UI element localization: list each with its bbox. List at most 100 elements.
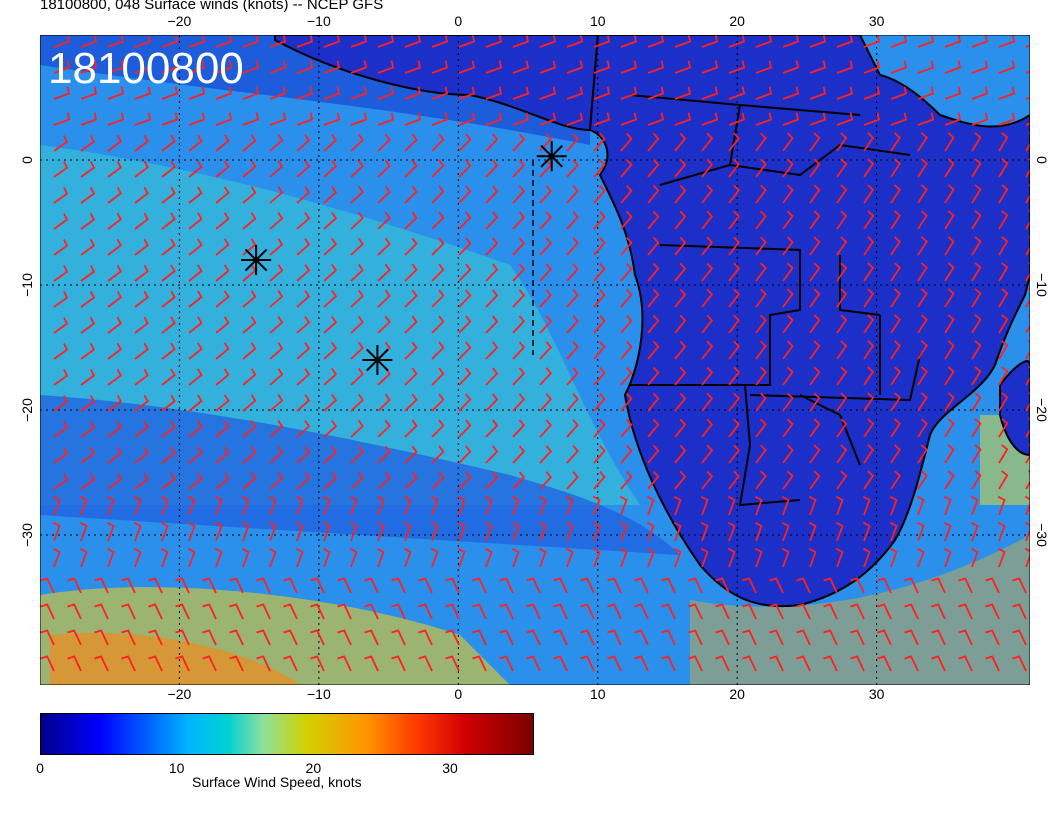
wind-barb bbox=[512, 35, 530, 48]
wind-barb bbox=[472, 603, 487, 620]
wind-barb bbox=[538, 495, 547, 516]
wind-barb bbox=[620, 60, 638, 74]
wind-barb bbox=[971, 158, 982, 178]
wind-barb bbox=[404, 237, 418, 256]
wind-barb bbox=[107, 160, 122, 178]
wind-barb bbox=[457, 547, 466, 568]
wind-barb bbox=[985, 577, 1000, 594]
wind-barb bbox=[998, 314, 1009, 334]
wind-barb bbox=[133, 547, 142, 568]
wind-barb bbox=[188, 368, 203, 386]
wind-barb bbox=[188, 420, 203, 438]
wind-barb bbox=[782, 210, 794, 230]
wind-barb bbox=[215, 342, 230, 360]
wind-barb bbox=[1025, 236, 1030, 256]
wind-barb bbox=[188, 264, 203, 282]
wind-barb bbox=[323, 237, 338, 256]
wind-barb bbox=[377, 289, 391, 308]
wind-barb bbox=[403, 495, 412, 516]
wind-barb bbox=[998, 444, 1009, 464]
wind-barb bbox=[647, 86, 665, 100]
wind-barb bbox=[53, 291, 69, 308]
wind-barb bbox=[931, 603, 946, 620]
wind-barb bbox=[485, 133, 499, 152]
wind-barb bbox=[202, 577, 217, 594]
wind-barb bbox=[728, 340, 740, 360]
wind-barb bbox=[499, 577, 514, 594]
wind-barb bbox=[985, 603, 1000, 620]
wind-barb bbox=[782, 132, 794, 152]
wind-barb bbox=[188, 60, 206, 74]
wind-barb bbox=[620, 314, 633, 334]
wind-barb bbox=[215, 420, 230, 438]
wind-barb bbox=[781, 495, 790, 516]
colorbar-tick-label: 30 bbox=[442, 760, 458, 776]
wind-barb bbox=[782, 86, 800, 100]
wind-barb bbox=[40, 655, 55, 672]
wind-barb bbox=[94, 603, 109, 620]
wind-barb bbox=[862, 521, 871, 542]
colorbar-label: Surface Wind Speed, knots bbox=[192, 774, 362, 790]
wind-barb bbox=[742, 655, 757, 672]
wind-barb bbox=[593, 393, 606, 412]
wind-barb bbox=[836, 132, 848, 152]
wind-barb bbox=[404, 315, 418, 334]
wind-barb bbox=[728, 60, 746, 74]
wind-barb bbox=[782, 288, 794, 308]
wind-barb bbox=[539, 237, 552, 256]
lon-tick-label-bottom: 10 bbox=[589, 686, 606, 702]
wind-barb bbox=[620, 132, 633, 152]
wind-barb bbox=[107, 394, 122, 412]
wind-barb bbox=[53, 35, 71, 48]
wind-barb bbox=[836, 210, 848, 230]
wind-barb bbox=[646, 521, 655, 542]
wind-barb bbox=[917, 158, 928, 178]
wind-barb bbox=[80, 368, 96, 386]
wind-barb bbox=[728, 132, 740, 152]
wind-barb bbox=[458, 419, 472, 438]
wind-barb bbox=[553, 577, 568, 594]
wind-barb bbox=[823, 629, 838, 646]
wind-barb bbox=[296, 394, 311, 412]
location-markers bbox=[241, 141, 567, 375]
wind-barb bbox=[755, 288, 767, 308]
wind-barb bbox=[701, 288, 714, 308]
wind-barb bbox=[998, 86, 1016, 100]
wind-barb bbox=[823, 577, 838, 594]
wind-barb bbox=[349, 547, 358, 568]
wind-barb bbox=[836, 35, 854, 48]
wind-barb bbox=[283, 629, 298, 646]
wind-barb bbox=[94, 577, 109, 594]
wind-barb bbox=[647, 366, 660, 386]
wind-barb bbox=[836, 314, 848, 334]
wind-barb bbox=[971, 470, 982, 490]
wind-barb bbox=[295, 521, 304, 542]
wind-barb bbox=[323, 289, 338, 308]
wind-barb bbox=[917, 444, 928, 464]
wind-barb bbox=[850, 655, 865, 672]
wind-barb bbox=[431, 263, 445, 282]
wind-barb bbox=[971, 314, 982, 334]
wind-barb bbox=[863, 60, 881, 74]
wind-barb bbox=[241, 495, 250, 516]
wind-barb bbox=[593, 112, 611, 126]
wind-barb bbox=[269, 420, 284, 438]
wind-barb bbox=[755, 262, 767, 282]
wind-barb bbox=[404, 60, 422, 74]
wind-barb bbox=[458, 315, 472, 334]
wind-barb bbox=[863, 470, 875, 490]
wind-barb bbox=[404, 263, 418, 282]
wind-barb bbox=[323, 315, 338, 334]
wind-barb bbox=[214, 495, 223, 516]
wind-barb bbox=[161, 316, 176, 334]
wind-barb bbox=[998, 288, 1009, 308]
wind-barb bbox=[782, 158, 794, 178]
wind-barb bbox=[215, 112, 233, 126]
wind-barb bbox=[404, 367, 418, 386]
wind-barb bbox=[809, 366, 821, 386]
wind-barb bbox=[863, 35, 881, 48]
wind-barb bbox=[485, 35, 503, 48]
wind-barb bbox=[715, 655, 730, 672]
wind-barb bbox=[553, 603, 568, 620]
wind-barb bbox=[512, 315, 526, 334]
